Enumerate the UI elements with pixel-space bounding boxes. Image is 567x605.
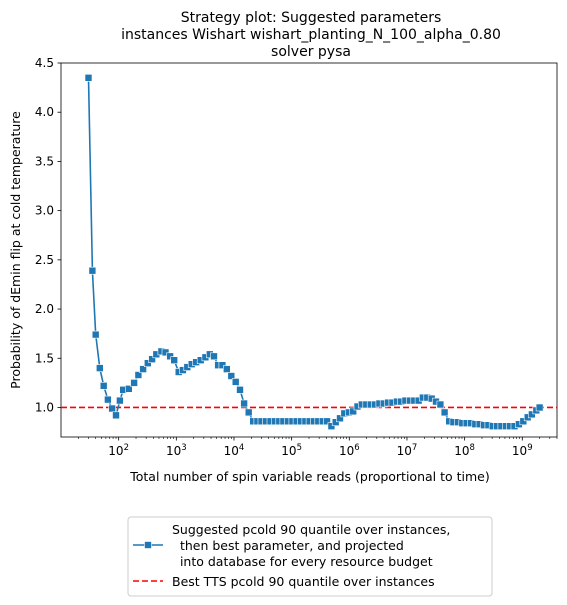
data-point — [84, 74, 93, 82]
legend-entry-suggested: Suggested pcold 90 quantile over instanc… — [133, 522, 450, 569]
x-tick-label: 104 — [224, 443, 245, 458]
x-tick-label: 108 — [454, 443, 475, 458]
data-point — [139, 365, 147, 373]
y-tick-label: 3.0 — [35, 204, 54, 218]
data-point — [104, 395, 112, 404]
x-tick-label: 105 — [281, 443, 302, 458]
data-point — [88, 266, 97, 275]
suggested-pcold-series-markers — [84, 74, 544, 431]
title-line-2: instances Wishart wishart_planting_N_100… — [121, 27, 501, 43]
data-point — [331, 418, 340, 427]
y-tick-label: 3.5 — [35, 154, 54, 168]
data-point — [535, 403, 544, 412]
data-point — [161, 348, 170, 357]
data-point — [323, 417, 331, 426]
data-point — [519, 417, 528, 426]
legend-swatch-marker-suggested — [144, 541, 152, 549]
suggested-pcold-series-line — [87, 77, 541, 428]
y-tick-label: 1.0 — [35, 400, 54, 414]
data-point — [236, 385, 244, 394]
data-point — [218, 361, 227, 370]
data-point — [244, 408, 253, 417]
data-point — [91, 330, 100, 339]
data-point — [166, 352, 174, 361]
data-point — [108, 404, 116, 413]
data-point — [99, 381, 108, 390]
y-tick-label: 2.0 — [35, 302, 54, 316]
x-tick-label: 106 — [339, 443, 360, 458]
data-point — [125, 384, 133, 393]
data-point — [440, 408, 449, 417]
x-tick-label: 103 — [166, 443, 187, 458]
legend-box — [127, 516, 493, 597]
data-point — [327, 422, 336, 431]
y-tick-label: 4.5 — [35, 56, 54, 70]
legend: Suggested pcold 90 quantile over instanc… — [127, 516, 493, 597]
y-tick-label: 4.0 — [35, 105, 54, 119]
data-point — [144, 359, 152, 368]
legend-label-best-tts: Best TTS pcold 90 quantile over instance… — [172, 574, 435, 589]
data-point — [436, 400, 445, 409]
data-point — [130, 379, 138, 387]
data-point — [116, 396, 124, 405]
legend-entry-best-tts: Best TTS pcold 90 quantile over instance… — [133, 574, 435, 589]
title-line-1: Strategy plot: Suggested parameters — [181, 10, 442, 26]
data-point — [349, 407, 358, 416]
data-point — [240, 399, 248, 408]
x-tick-label: 107 — [397, 443, 418, 458]
y-axis: 1.0 1.5 2.0 2.5 3.0 3.5 4.0 4.5 — [35, 56, 61, 414]
title-line-3: solver pysa — [271, 44, 351, 60]
data-point — [96, 364, 104, 372]
y-axis-label: Probability of dEmin flip at cold temper… — [8, 111, 23, 389]
data-point — [112, 411, 120, 420]
x-axis: 102 103 104 105 106 107 108 109 — [78, 437, 558, 458]
data-point — [170, 356, 178, 365]
x-tick-label: 109 — [512, 443, 533, 458]
data-point — [223, 365, 231, 373]
legend-label-suggested: Suggested pcold 90 quantile over instanc… — [172, 522, 450, 569]
x-axis-label: Total number of spin variable reads (pro… — [129, 469, 490, 484]
data-point — [227, 372, 236, 380]
data-point — [528, 410, 536, 419]
y-tick-label: 1.5 — [35, 351, 54, 365]
data-point — [336, 414, 344, 423]
data-point — [148, 355, 156, 364]
plot-area — [60, 62, 558, 438]
data-point — [210, 352, 218, 361]
y-tick-label: 2.5 — [35, 253, 54, 267]
x-tick-label: 102 — [108, 443, 129, 458]
data-point — [231, 378, 240, 386]
chart-title: Strategy plot: Suggested parameters inst… — [121, 10, 501, 60]
data-point — [134, 371, 143, 379]
